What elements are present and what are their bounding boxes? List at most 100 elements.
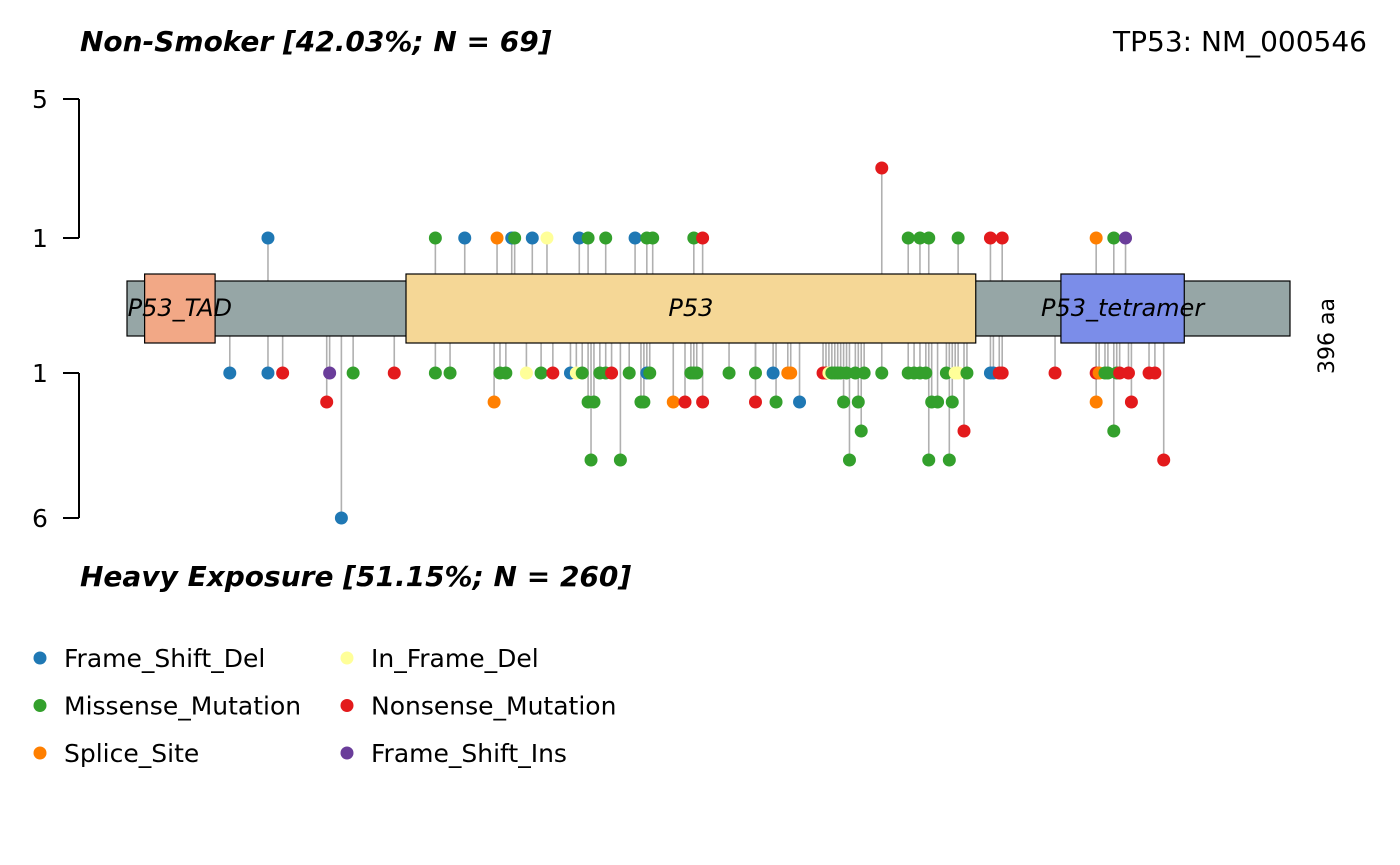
top-lollipop-point — [922, 231, 936, 245]
bottom-lollipop-point — [1089, 395, 1103, 409]
bottom-lollipop-point — [960, 366, 974, 380]
top-lollipop-point — [1089, 231, 1103, 245]
y-tick-label: 1 — [32, 359, 48, 388]
bottom-lollipop-point — [678, 395, 692, 409]
top-lollipop-point — [599, 231, 613, 245]
legend-marker — [340, 746, 354, 760]
bottom-lollipop-point — [1157, 453, 1171, 467]
top-lollipop-point — [1107, 231, 1121, 245]
legend-label: Frame_Shift_Del — [64, 644, 265, 673]
bottom-lollipop-point — [769, 395, 783, 409]
top-lollipop-point — [628, 231, 642, 245]
bottom-lollipop-point — [690, 366, 704, 380]
top-lollipop-point — [458, 231, 472, 245]
bottom-lollipop-point — [223, 366, 237, 380]
bottom-title: Heavy Exposure [51.15%; N = 260] — [80, 560, 631, 593]
bottom-lollipop-point — [1107, 424, 1121, 438]
bottom-lollipop-point — [854, 424, 868, 438]
legend-marker — [340, 699, 354, 712]
top-title: Non-Smoker [42.03%; N = 69] — [80, 25, 552, 58]
bottom-lollipop-point — [919, 366, 933, 380]
bottom-lollipop-point — [487, 395, 501, 409]
bottom-lollipop-point — [519, 366, 533, 380]
bottom-lollipop-point — [334, 511, 348, 525]
y-axes: 5 1 1 6 — [32, 85, 80, 533]
top-lollipop-point — [995, 231, 1009, 245]
domain-label: P53 — [668, 294, 713, 322]
bottom-lollipop-point — [922, 453, 936, 467]
bottom-lollipop-point — [957, 424, 971, 438]
protein-track: P53_TAD P53 P53_tetramer — [126, 273, 1291, 344]
gene-label: TP53: NM_000546 — [1112, 25, 1367, 58]
bottom-lollipop-point — [931, 395, 945, 409]
bottom-lollipop-point — [945, 395, 959, 409]
bottom-lollipop-point — [320, 395, 334, 409]
bottom-lollipop-point — [666, 395, 680, 409]
bottom-lollipop-point — [534, 366, 548, 380]
bottom-lollipop-point — [995, 366, 1009, 380]
legend-label: In_Frame_Del — [371, 644, 539, 673]
top-lollipop-point — [983, 231, 997, 245]
bottom-lollipop-point — [622, 366, 636, 380]
legend-marker — [340, 651, 354, 665]
bottom-lollipop-point — [842, 453, 856, 467]
domain-label: P53_TAD — [128, 294, 232, 322]
domain-box — [1060, 273, 1185, 344]
bottom-lollipop-point — [748, 395, 762, 409]
domain-box — [405, 273, 977, 344]
bottom-lollipop-point — [261, 366, 275, 380]
protein-length-label: 396 aa — [1315, 298, 1340, 374]
bottom-lollipop-point — [793, 395, 807, 409]
bottom-lollipop-point — [837, 395, 851, 409]
legend-label: Frame_Shift_Ins — [371, 739, 567, 768]
top-lollipop-point — [951, 231, 965, 245]
bottom-lollipop-point — [696, 395, 710, 409]
bottom-lollipop-point — [766, 366, 780, 380]
bottom-lollipop-point — [499, 366, 513, 380]
y-tick-label: 1 — [32, 224, 48, 253]
top-lollipop-point — [525, 231, 539, 245]
legend-marker — [33, 699, 47, 712]
bottom-lollipop-point — [443, 366, 457, 380]
legend-label: Splice_Site — [64, 739, 199, 768]
bottom-lollipop-point — [637, 395, 651, 409]
bottom-lollipop-point — [875, 366, 889, 380]
lollipop-heads — [223, 161, 1171, 525]
domain-boxes: P53_TAD P53 P53_tetramer — [128, 273, 1206, 344]
top-lollipop-point — [508, 231, 522, 245]
top-lollipop-point — [1119, 231, 1133, 245]
bottom-lollipop-point — [575, 366, 589, 380]
top-lollipop-point — [875, 161, 889, 175]
y-tick-label: 6 — [32, 504, 48, 533]
bottom-lollipop-point — [643, 366, 657, 380]
legend-label: Nonsense_Mutation — [371, 692, 616, 721]
bottom-lollipop-point — [1124, 395, 1138, 409]
bottom-lollipop-point — [942, 453, 956, 467]
bottom-lollipop-point — [587, 395, 601, 409]
legend-marker — [33, 746, 47, 760]
top-lollipop-point — [581, 231, 595, 245]
top-lollipop-point — [261, 231, 275, 245]
bottom-lollipop-point — [387, 366, 401, 380]
bottom-lollipop-point — [346, 366, 360, 380]
domain-box — [144, 273, 216, 344]
bottom-lollipop-point — [546, 366, 560, 380]
top-lollipop-point — [540, 231, 554, 245]
bottom-lollipop-point — [857, 366, 871, 380]
top-lollipop-point — [428, 231, 442, 245]
bottom-lollipop-point — [428, 366, 442, 380]
bottom-lollipop-point — [722, 366, 736, 380]
bottom-lollipop-point — [1121, 366, 1135, 380]
bottom-lollipop-point — [1048, 366, 1062, 380]
y-tick-label: 5 — [32, 85, 48, 114]
bottom-lollipop-point — [784, 366, 798, 380]
bottom-lollipop-point — [613, 453, 627, 467]
bottom-lollipop-point — [323, 366, 337, 380]
legend-label: Missense_Mutation — [64, 692, 301, 721]
bottom-lollipop-point — [605, 366, 619, 380]
top-lollipop-point — [696, 231, 710, 245]
bottom-lollipop-point — [748, 366, 762, 380]
bottom-lollipop-point — [276, 366, 290, 380]
bottom-lollipop-point — [1148, 366, 1162, 380]
